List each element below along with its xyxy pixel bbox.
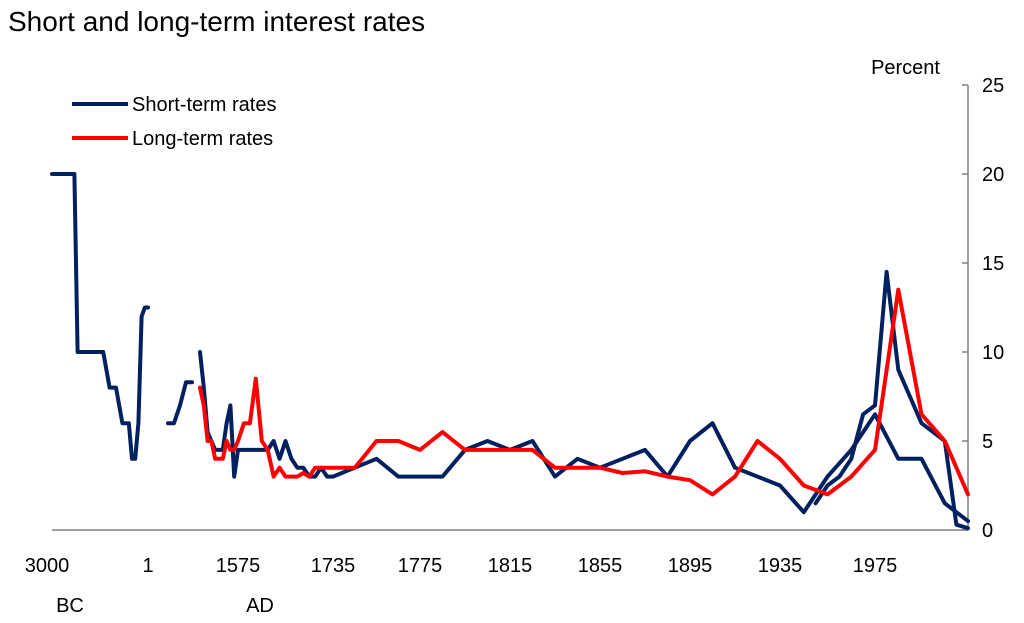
series-line <box>166 380 194 426</box>
legend-label: Long-term rates <box>132 128 273 150</box>
x-tick-label: 1975 <box>853 555 898 577</box>
y-tick-label: 0 <box>982 520 993 542</box>
y-tick-label: 10 <box>982 342 1004 364</box>
x-tick-label: 1735 <box>311 555 356 577</box>
series-long-term <box>198 287 970 497</box>
y-tick-label: 20 <box>982 164 1004 186</box>
y-tick-label: 15 <box>982 253 1004 275</box>
series-layer <box>50 172 970 531</box>
y-tick-label: 5 <box>982 431 993 453</box>
series-line <box>198 287 970 497</box>
legend-label: Short-term rates <box>132 94 276 116</box>
x-tick-label: 1575 <box>216 555 261 577</box>
x-tick-label: 3000 <box>25 555 70 577</box>
series-short-term <box>50 172 970 531</box>
x-tick-label: 1775 <box>398 555 443 577</box>
era-label: BC <box>56 595 84 617</box>
y-axis: 0 5 10 15 20 25 Percent <box>52 57 1004 542</box>
x-axis-labels: 3000 1 1575 1735 1775 1815 1855 1895 1935 1975 BC A… <box>25 555 898 617</box>
x-tick-label: 1935 <box>758 555 803 577</box>
x-tick-label: 1855 <box>578 555 623 577</box>
series-line <box>198 350 970 524</box>
x-tick-label: 1 <box>142 555 153 577</box>
y-axis-label: Percent <box>871 57 940 79</box>
era-label: AD <box>246 595 274 617</box>
x-tick-label: 1815 <box>488 555 533 577</box>
series-line <box>50 172 150 461</box>
x-tick-label: 1895 <box>668 555 713 577</box>
chart-title: Short and long-term interest rates <box>8 6 426 37</box>
y-tick-label: 25 <box>982 75 1004 97</box>
legend: Short-term rates Long-term rates <box>72 94 276 150</box>
series-line <box>813 269 970 531</box>
